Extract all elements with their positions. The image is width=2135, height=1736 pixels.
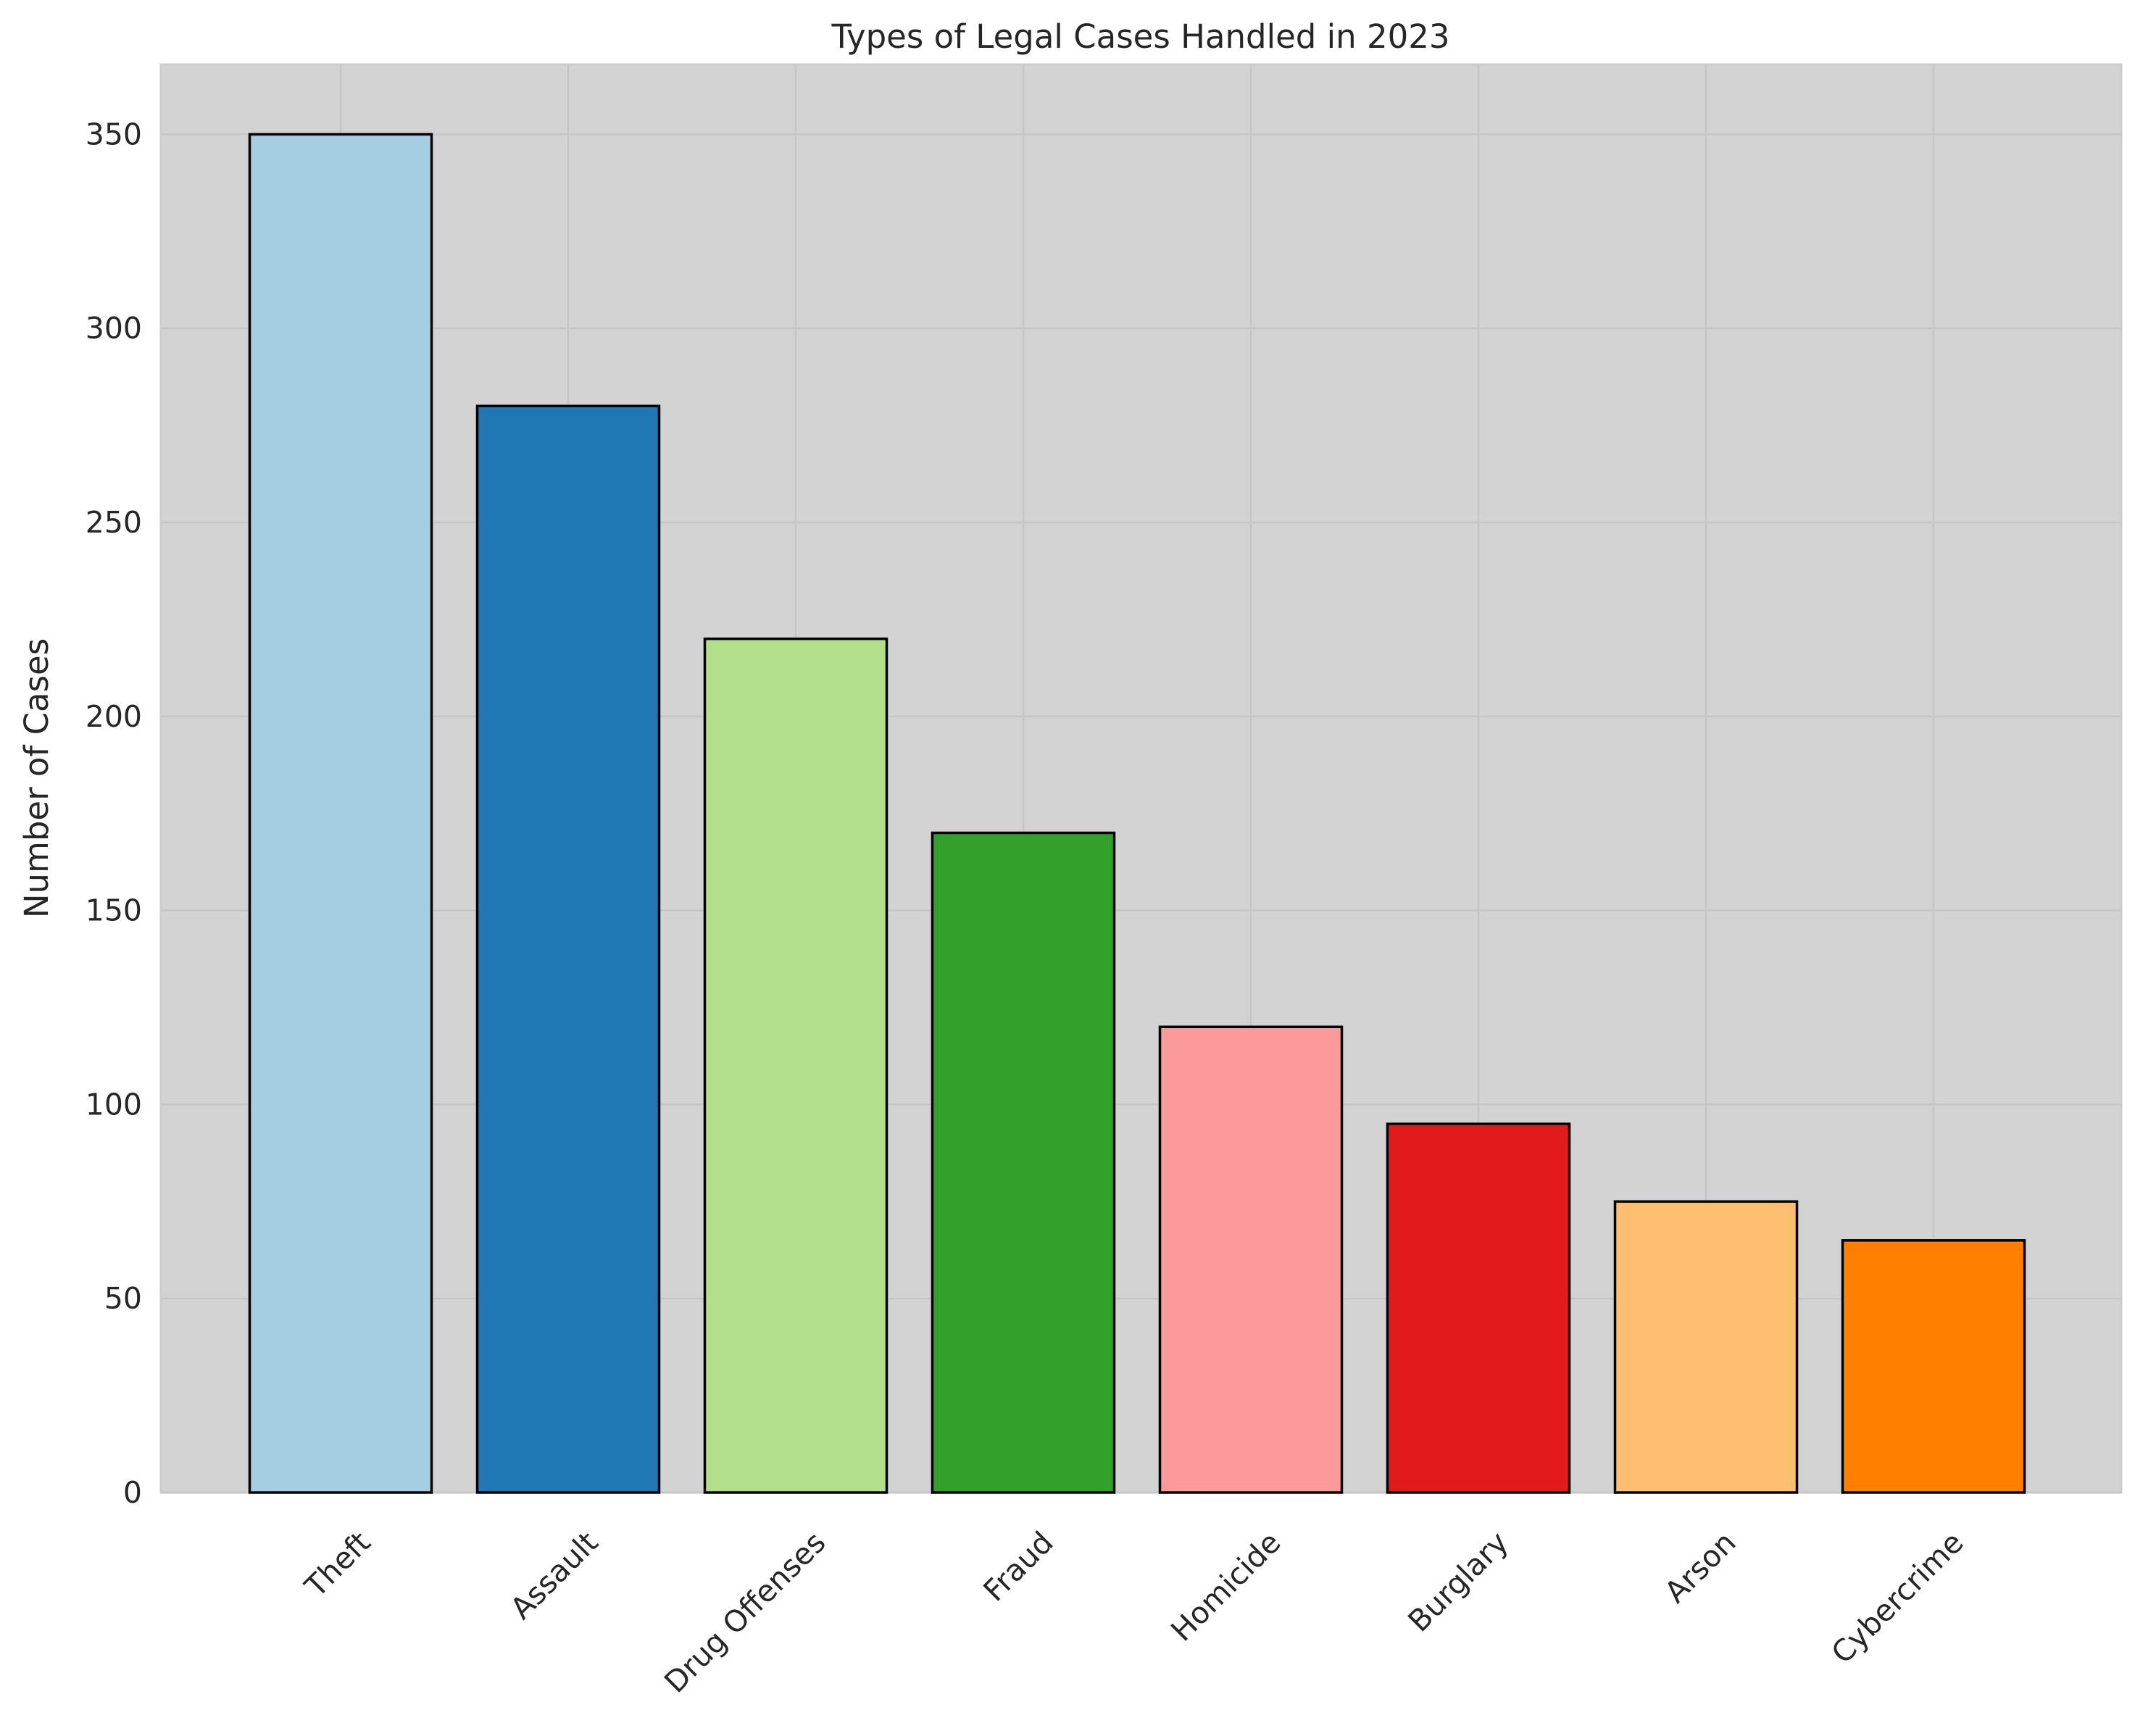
y-tick-label: 350: [86, 117, 142, 151]
y-tick-label: 300: [86, 311, 142, 346]
y-axis-label: Number of Cases: [17, 638, 56, 918]
bar-drug-offenses: [703, 637, 888, 1494]
bar-assault: [475, 404, 661, 1494]
x-tick-label: Theft: [298, 1525, 378, 1605]
bar-fraud: [931, 831, 1116, 1494]
y-axis-ticks: 0 50 100 150 200 250 300 350: [86, 117, 142, 1510]
x-axis-ticks: Theft Assault Drug Offenses Fraud Homicide Bu…: [298, 1525, 1970, 1700]
y-tick-label: 50: [104, 1281, 142, 1316]
x-tick-label: Cybercrime: [1825, 1525, 1970, 1671]
x-tick-label: Drug Offenses: [657, 1525, 832, 1700]
chart-title: Types of Legal Cases Handled in 2023: [831, 17, 1450, 56]
y-tick-label: 200: [86, 699, 142, 734]
bar-arson: [1613, 1200, 1799, 1494]
y-tick-label: 0: [123, 1475, 142, 1510]
x-tick-label: Fraud: [977, 1525, 1060, 1608]
x-tick-label: Burglary: [1402, 1525, 1515, 1639]
x-tick-label: Homicide: [1165, 1525, 1288, 1648]
plot-area: [159, 63, 2123, 1494]
bar-theft: [248, 133, 433, 1494]
y-tick-label: 150: [86, 893, 142, 928]
y-tick-label: 100: [86, 1087, 142, 1122]
bar-cybercrime: [1841, 1239, 2026, 1494]
x-tick-label: Arson: [1658, 1525, 1743, 1610]
x-tick-label: Assault: [504, 1525, 605, 1627]
bar-homicide: [1158, 1025, 1344, 1494]
bars: [248, 133, 2026, 1494]
y-tick-label: 250: [86, 505, 142, 540]
bar-burglary: [1386, 1122, 1571, 1494]
